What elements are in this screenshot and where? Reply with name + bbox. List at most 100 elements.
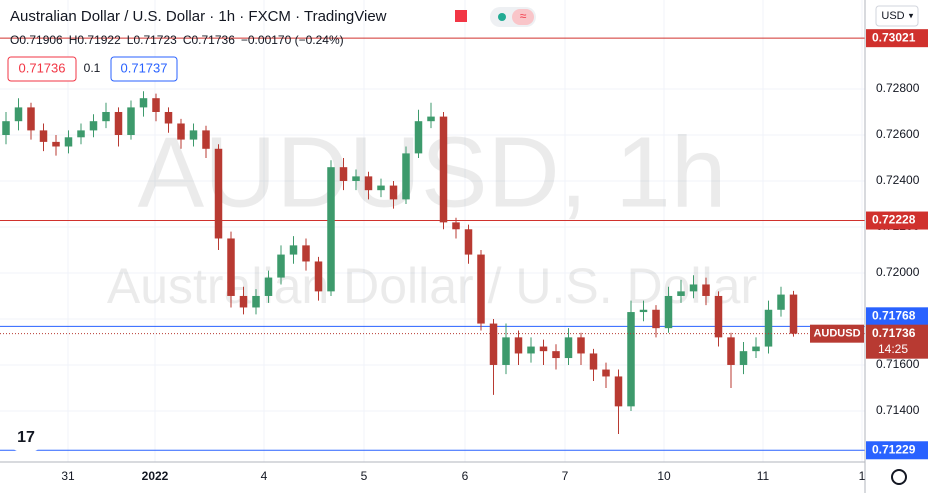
price-label-bg — [866, 29, 928, 48]
candle-body — [502, 337, 510, 365]
ohlc-value: L0.71723 — [127, 33, 177, 47]
logo-text: 17 — [17, 429, 35, 446]
candle-body — [139, 98, 148, 108]
dropdown-arrow: ▾ — [909, 10, 914, 20]
candle-body — [652, 309, 660, 329]
y-tick-label: 0.72800 — [876, 81, 920, 95]
watermark-name: Australian Dollar / U.S. Dollar — [107, 258, 757, 314]
candle-body — [289, 245, 298, 255]
logo-bg — [8, 424, 44, 452]
candle-body — [539, 346, 548, 352]
x-tick-label: 10 — [657, 469, 671, 483]
candle-body — [514, 337, 523, 354]
candle-body — [577, 337, 585, 354]
status-dot — [498, 13, 506, 21]
candle-body — [552, 351, 560, 359]
candle-body — [102, 111, 110, 122]
candle-body — [789, 294, 798, 334]
candle-body — [177, 123, 185, 140]
candle-body — [602, 369, 610, 377]
candle-body — [639, 309, 648, 313]
ohlc-value: −0.00170 (−0.24%) — [241, 33, 344, 47]
candle-body — [777, 294, 785, 310]
sell-price[interactable]: 0.71736 — [19, 60, 66, 75]
candle-body — [202, 130, 210, 149]
ohlc-value: C0.71736 — [183, 33, 235, 47]
candle-body — [564, 337, 573, 359]
candle-body — [439, 116, 448, 223]
y-tick-label: 0.72400 — [876, 173, 920, 187]
candle-body — [739, 351, 748, 365]
buy-price[interactable]: 0.71737 — [121, 60, 168, 75]
x-tick-label: 6 — [462, 469, 469, 483]
candle-body — [714, 295, 723, 338]
y-tick-label: 0.71400 — [876, 403, 920, 417]
candle-body — [464, 229, 473, 255]
x-tick-label: 4 — [261, 469, 268, 483]
currency-button[interactable] — [875, 5, 919, 27]
price-label-bg — [866, 211, 928, 230]
settings-icon[interactable] — [891, 469, 907, 485]
watermark: AUDUSD, 1h Australian Dollar / U.S. Doll… — [107, 116, 757, 314]
x-tick-label: 7 — [562, 469, 569, 483]
candle-body — [239, 295, 248, 308]
candle-body — [752, 346, 760, 352]
candle-body — [477, 254, 485, 324]
ohlc-legend: O0.71906 H0.71922 L0.71723 C0.71736 −0.00170… — [10, 33, 344, 47]
candle-body — [252, 295, 260, 308]
price-label: 0.71229 — [872, 442, 916, 456]
candle-body — [327, 167, 335, 292]
symbol-label-bg — [810, 324, 864, 343]
spread: 0.1 — [84, 61, 101, 75]
candle-body — [664, 295, 673, 329]
candle-body — [364, 176, 373, 191]
candle-body — [339, 167, 348, 181]
candle-body — [2, 121, 10, 135]
candle-body — [764, 309, 773, 347]
candles — [0, 91, 865, 434]
status-wave — [512, 9, 534, 25]
candle-body — [314, 261, 323, 292]
price-label: 0.73021 — [872, 30, 916, 44]
y-tick-label: 0.71600 — [876, 357, 920, 371]
x-tick-label: 2022 — [142, 469, 169, 483]
flag-icon[interactable] — [455, 10, 467, 22]
candle-body — [589, 353, 598, 370]
tv-logo: 17 — [8, 424, 44, 452]
candle-body — [727, 337, 735, 365]
last-price-label: 0.71736 — [872, 326, 916, 340]
sell-button[interactable] — [7, 56, 77, 82]
currency[interactable]: USD — [881, 10, 904, 22]
candle-body — [377, 185, 385, 191]
price-label: 0.71768 — [872, 308, 916, 322]
price-label: 0.72228 — [872, 213, 916, 227]
x-tick-label: 5 — [361, 469, 368, 483]
candle-body — [214, 148, 223, 239]
candle-body — [77, 130, 85, 138]
candle-body — [677, 291, 685, 296]
candle-body — [302, 245, 310, 262]
x-tick-label: 31 — [61, 469, 75, 483]
buy-button[interactable] — [110, 56, 178, 82]
candle-body — [164, 111, 173, 124]
candle-body — [527, 346, 535, 354]
candle-body — [264, 277, 273, 296]
candle-body — [114, 111, 123, 135]
candle-body — [152, 98, 160, 112]
y-tick-label: 0.72600 — [876, 127, 920, 141]
candle-body — [277, 254, 285, 278]
candle-body — [27, 107, 35, 131]
candle-body — [414, 121, 423, 154]
candle-body — [452, 222, 460, 230]
wave-icon: ≈ — [520, 9, 527, 23]
chart-title: Australian Dollar / U.S. Dollar · 1h · F… — [10, 8, 387, 25]
candle-body — [14, 107, 23, 122]
price-label-bg — [866, 441, 928, 460]
candle-body — [89, 121, 98, 131]
candle-body — [352, 176, 360, 181]
x-tick-label: 1 — [859, 469, 866, 483]
candle-body — [39, 130, 48, 142]
candle-body — [64, 137, 73, 147]
